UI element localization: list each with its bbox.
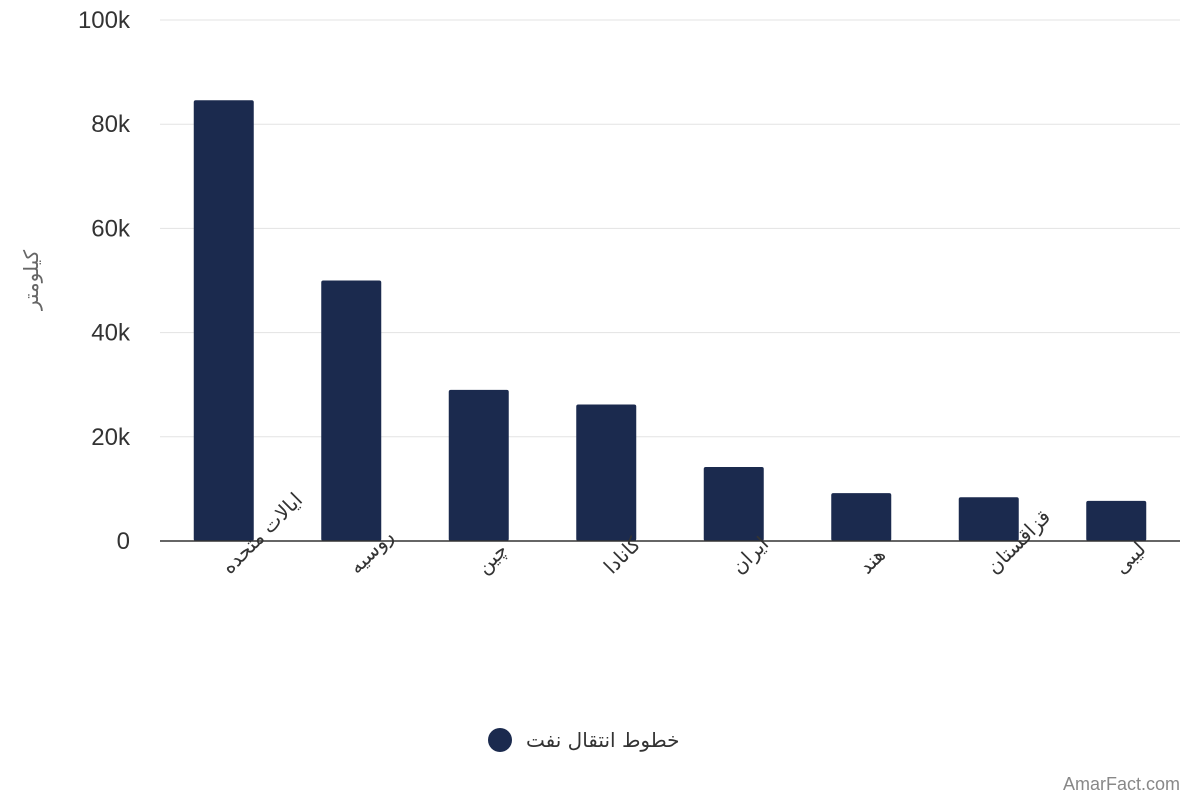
bar[interactable] [193, 100, 254, 541]
gridlines [160, 19, 1180, 438]
x-tick-label: هند [854, 542, 890, 578]
bar[interactable] [448, 389, 509, 541]
y-tick-label: 60k [91, 215, 131, 242]
y-tick-label: 100k [78, 7, 131, 34]
y-axis-title: کیلومتر [19, 249, 43, 311]
legend-marker [488, 728, 512, 752]
bar[interactable] [576, 404, 637, 541]
bars [193, 100, 1147, 542]
bar[interactable] [703, 467, 764, 541]
y-tick-label: 40k [91, 320, 131, 347]
watermark: AmarFact.com [1063, 774, 1180, 794]
bar[interactable] [321, 280, 382, 542]
legend-label: خطوط انتقال نفت [526, 728, 680, 752]
bar[interactable] [958, 497, 1019, 541]
x-tick-label: چین [471, 538, 512, 579]
x-tick-label: لیبی [1109, 537, 1151, 579]
y-tick-label: 0 [117, 528, 130, 555]
legend[interactable]: خطوط انتقال نفت [488, 728, 680, 752]
bar[interactable] [1086, 500, 1147, 541]
bar[interactable] [831, 493, 892, 541]
y-tick-labels: 0 20k 40k 60k 80k 100k [78, 7, 131, 555]
y-tick-label: 80k [91, 111, 131, 138]
y-tick-label: 20k [91, 424, 131, 451]
